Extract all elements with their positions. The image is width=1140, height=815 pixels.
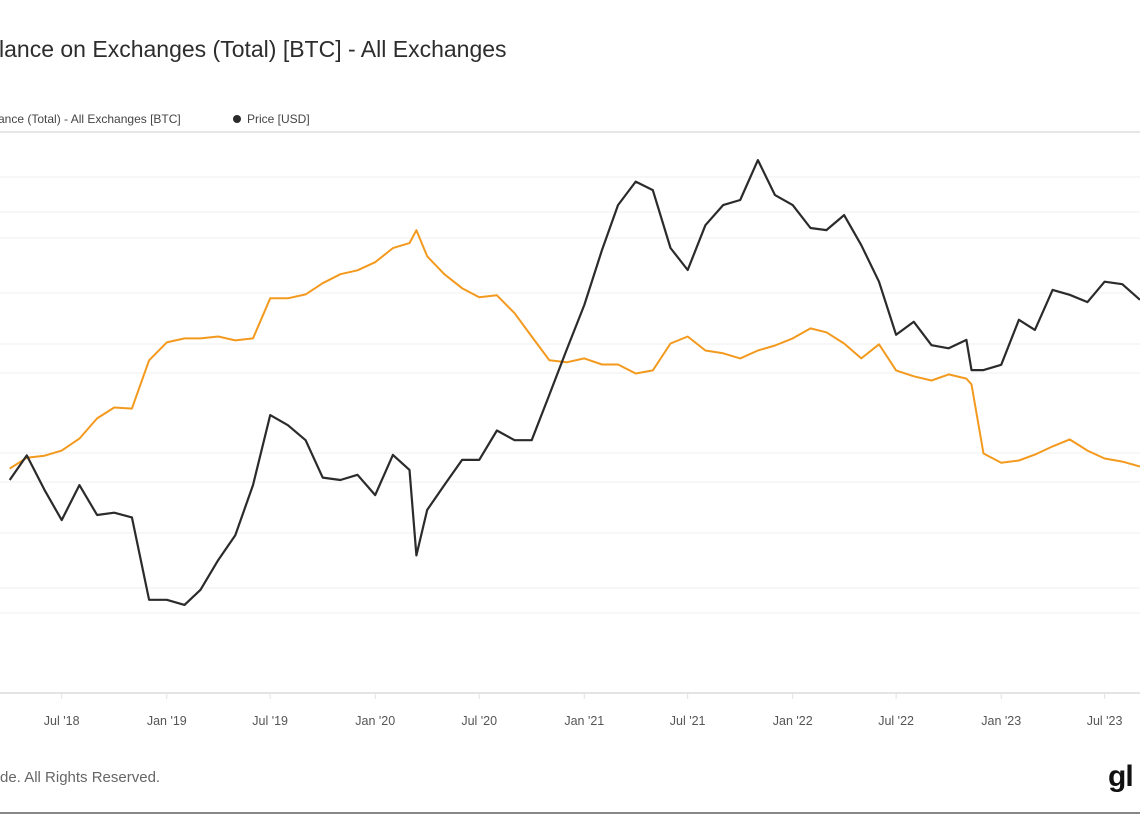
x-tick-label: Jan '19 [147,714,187,728]
x-tick-label: Jul '21 [670,714,706,728]
legend-label-balance: ance (Total) - All Exchanges [BTC] [0,112,181,126]
legend-item-balance[interactable]: ance (Total) - All Exchanges [BTC] [0,112,181,126]
x-tick-label: Jan '20 [355,714,395,728]
price-series-line [8,159,1140,607]
x-tick-label: Jan '23 [981,714,1021,728]
x-tick-label: Jul '18 [44,714,80,728]
x-tick-label: Jan '22 [773,714,813,728]
chart-title: lance on Exchanges (Total) [BTC] - All E… [0,36,507,62]
legend-label-price: Price [USD] [247,112,310,126]
legend-item-price[interactable]: Price [USD] [233,112,310,126]
x-tick-label: Jul '20 [461,714,497,728]
bottom-divider [0,812,1140,814]
x-tick-label: Jul '22 [878,714,914,728]
balance-series-line [9,229,1140,470]
x-tick-label: Jul '19 [252,714,288,728]
x-tick-label: Jan '21 [564,714,604,728]
copyright-text: de. All Rights Reserved. [0,769,161,786]
legend-dot-icon [233,115,241,123]
x-tick-label: Jul '23 [1087,714,1123,728]
glassnode-logo: gl [1108,760,1134,793]
